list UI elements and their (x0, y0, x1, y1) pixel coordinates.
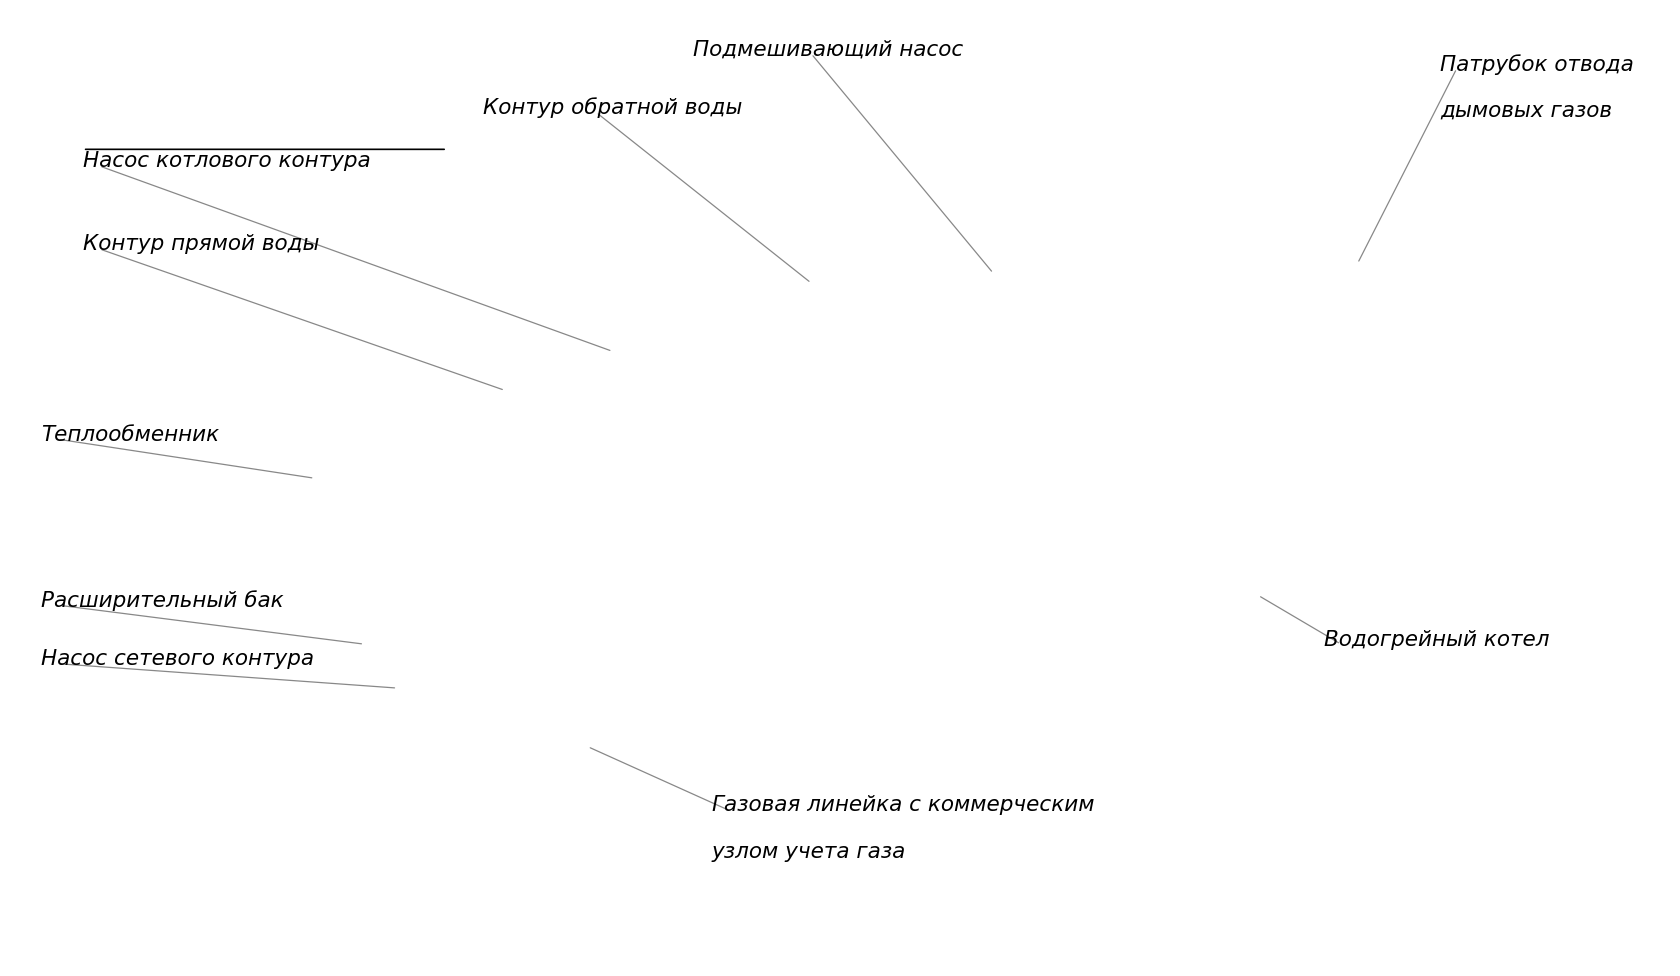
Text: Контур прямой воды: Контур прямой воды (82, 234, 319, 254)
Text: Газовая линейка с коммерческим: Газовая линейка с коммерческим (712, 795, 1094, 815)
Text: Подмешивающий насос: Подмешивающий насос (692, 39, 963, 59)
Text: дымовых газов: дымовых газов (1440, 101, 1613, 120)
Text: Расширительный бак: Расширительный бак (42, 590, 284, 611)
Text: Патрубок отвода: Патрубок отвода (1440, 54, 1635, 74)
Text: узлом учета газа: узлом учета газа (712, 842, 906, 862)
Text: Контур обратной воды: Контур обратной воды (482, 98, 743, 118)
Text: Теплообменник: Теплообменник (42, 425, 220, 444)
Text: Насос сетевого контура: Насос сетевого контура (42, 649, 314, 669)
Text: Насос котлового контура: Насос котлового контура (82, 151, 370, 171)
Text: Водогрейный котел: Водогрейный котел (1324, 630, 1551, 649)
